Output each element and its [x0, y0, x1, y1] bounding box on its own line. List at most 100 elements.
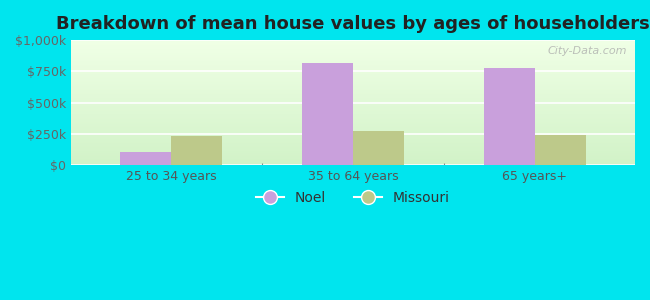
Bar — [71, 83, 635, 84]
Bar — [71, 155, 635, 156]
Bar — [71, 100, 635, 101]
Text: City-Data.com: City-Data.com — [547, 46, 627, 56]
Bar — [71, 52, 635, 53]
Bar — [71, 55, 635, 56]
Bar — [71, 69, 635, 70]
Bar — [71, 78, 635, 79]
Bar — [71, 153, 635, 154]
Bar — [535, 135, 586, 165]
Bar — [71, 77, 635, 78]
Bar — [71, 41, 635, 42]
Bar — [71, 135, 635, 136]
Bar — [71, 81, 635, 82]
Bar — [71, 76, 635, 77]
Bar — [71, 74, 635, 75]
Bar — [71, 134, 635, 135]
Bar — [71, 79, 635, 80]
Bar — [71, 151, 635, 152]
Bar — [71, 141, 635, 142]
Bar — [353, 131, 404, 165]
Bar — [71, 121, 635, 122]
Bar — [71, 139, 635, 140]
Bar — [120, 152, 171, 165]
Bar — [71, 133, 635, 134]
Bar — [71, 122, 635, 123]
Bar — [71, 147, 635, 148]
Bar — [71, 47, 635, 48]
Bar — [71, 97, 635, 98]
Bar — [71, 130, 635, 131]
Bar — [71, 71, 635, 72]
Bar — [71, 117, 635, 118]
Bar — [71, 56, 635, 57]
Bar — [71, 89, 635, 90]
Bar — [71, 48, 635, 49]
Bar — [484, 68, 535, 165]
Bar — [71, 57, 635, 58]
Bar — [71, 63, 635, 64]
Bar — [71, 157, 635, 158]
Bar — [71, 161, 635, 162]
Bar — [71, 129, 635, 130]
Bar — [71, 158, 635, 159]
Bar — [71, 88, 635, 89]
Bar — [71, 132, 635, 133]
Bar — [71, 126, 635, 127]
Bar — [71, 94, 635, 95]
Bar — [71, 103, 635, 104]
Bar — [71, 93, 635, 94]
Bar — [71, 82, 635, 83]
Bar — [71, 40, 635, 41]
Bar — [71, 164, 635, 165]
Bar — [71, 62, 635, 63]
Bar — [71, 137, 635, 138]
Bar — [71, 160, 635, 161]
Bar — [71, 45, 635, 46]
Bar — [71, 148, 635, 149]
Bar — [71, 142, 635, 143]
Bar — [71, 86, 635, 87]
Bar — [71, 113, 635, 114]
Bar — [71, 156, 635, 157]
Legend: Noel, Missouri: Noel, Missouri — [250, 185, 456, 210]
Bar — [71, 162, 635, 163]
Bar — [71, 72, 635, 73]
Bar — [71, 124, 635, 125]
Bar — [71, 90, 635, 91]
Bar — [71, 119, 635, 120]
Bar — [71, 104, 635, 105]
Bar — [71, 136, 635, 137]
Bar — [71, 50, 635, 51]
Bar — [71, 112, 635, 113]
Bar — [71, 91, 635, 92]
Bar — [71, 138, 635, 139]
Bar — [71, 125, 635, 126]
Bar — [71, 111, 635, 112]
Bar — [71, 99, 635, 100]
Bar — [71, 67, 635, 68]
Bar — [71, 60, 635, 61]
Bar — [71, 120, 635, 121]
Bar — [71, 95, 635, 96]
Bar — [71, 150, 635, 151]
Bar — [71, 146, 635, 147]
Bar — [71, 58, 635, 59]
Bar — [71, 87, 635, 88]
Bar — [71, 61, 635, 62]
Bar — [71, 84, 635, 85]
Bar — [71, 64, 635, 65]
Bar — [71, 163, 635, 164]
Bar — [71, 51, 635, 52]
Bar — [71, 101, 635, 102]
Bar — [71, 107, 635, 108]
Bar — [71, 116, 635, 117]
Bar — [71, 118, 635, 119]
Bar — [71, 123, 635, 124]
Title: Breakdown of mean house values by ages of householders: Breakdown of mean house values by ages o… — [56, 15, 650, 33]
Bar — [71, 44, 635, 45]
Bar — [71, 73, 635, 74]
Bar — [71, 59, 635, 60]
Bar — [71, 43, 635, 44]
Bar — [71, 110, 635, 111]
Bar — [71, 140, 635, 141]
